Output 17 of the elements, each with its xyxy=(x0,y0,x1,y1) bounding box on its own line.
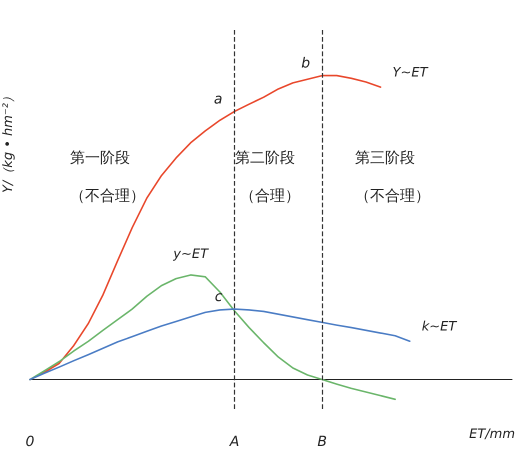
annotation: 第二阶段 xyxy=(235,148,295,166)
annotation: 第一阶段 xyxy=(70,148,130,166)
series-label: Y~ET xyxy=(392,66,429,81)
x-tick-label: 0 xyxy=(26,434,35,449)
annotation: （合理） xyxy=(240,186,300,204)
series-label: k~ET xyxy=(422,320,458,335)
annotation: （不合理） xyxy=(70,186,145,204)
annotation: a xyxy=(214,91,222,108)
annotation: b xyxy=(301,56,310,72)
y-axis-title: Y/（kg • hm⁻²） xyxy=(1,90,16,194)
x-tick-label: A xyxy=(228,434,240,449)
x-axis-title: ET/mm xyxy=(469,427,516,442)
annotation: c xyxy=(214,289,223,306)
annotation: 第三阶段 xyxy=(355,148,415,166)
series-label: y~ET xyxy=(172,246,210,262)
annotation: （不合理） xyxy=(355,186,430,204)
x-tick-label: B xyxy=(317,434,327,449)
